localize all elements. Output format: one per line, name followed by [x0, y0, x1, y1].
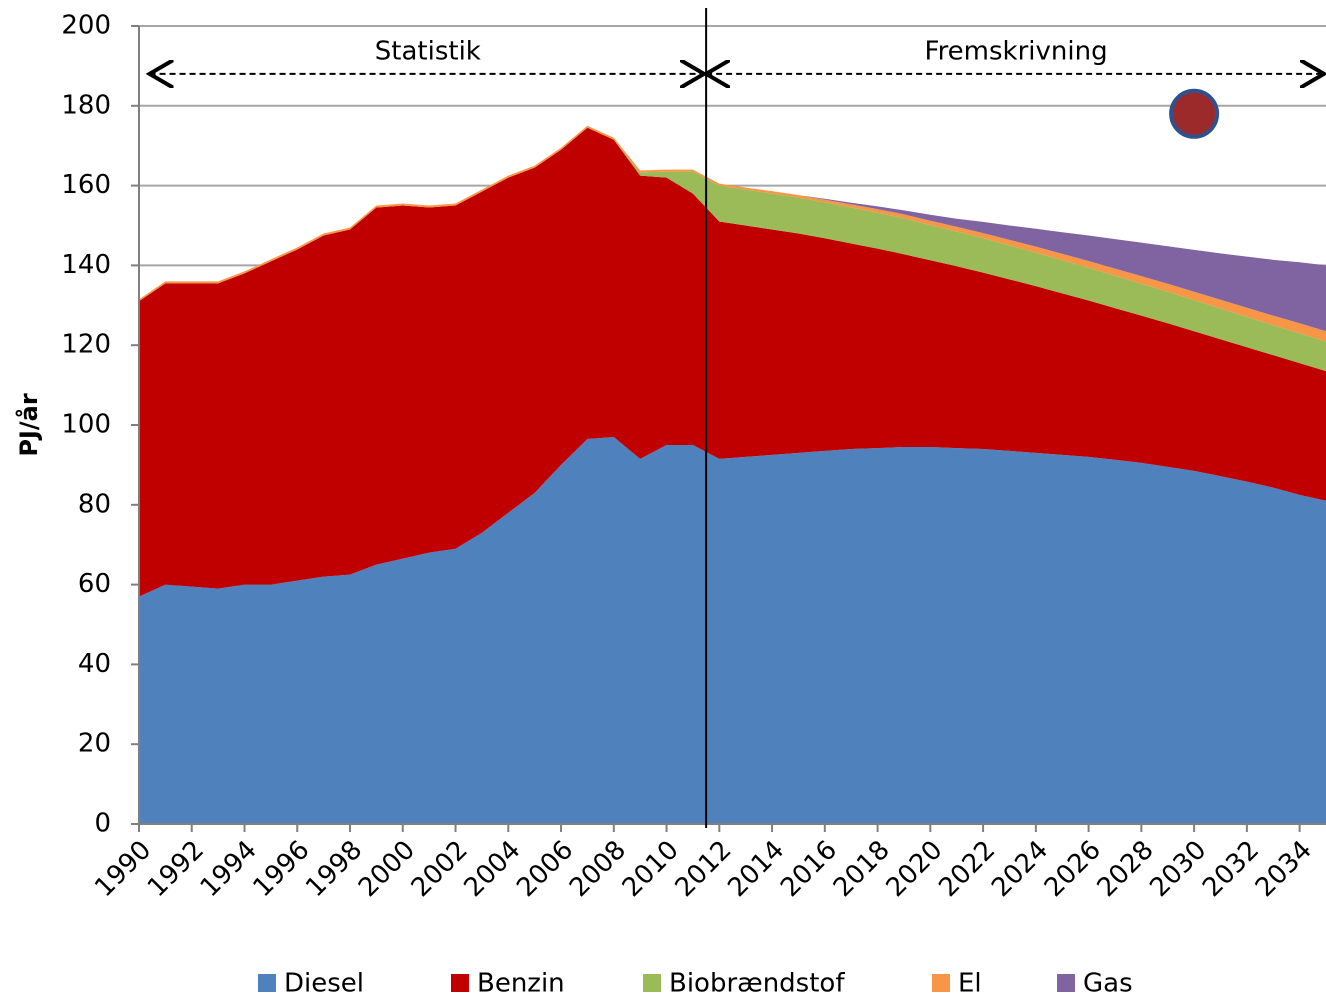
y-tick-label: 20 [78, 729, 111, 759]
y-tick-label: 140 [61, 250, 111, 280]
legend-swatch [451, 974, 469, 992]
legend-swatch [932, 974, 950, 992]
y-tick-label: 160 [61, 170, 111, 200]
x-tick-label: 2034 [1250, 835, 1318, 903]
legend-swatch [258, 974, 276, 992]
x-tick-label: 2022 [933, 835, 1001, 903]
x-tick-label: 1992 [142, 835, 210, 903]
marker [1169, 88, 1220, 139]
legend-label: Gas [1083, 969, 1133, 998]
y-tick-label: 80 [78, 489, 111, 519]
x-tick-label: 2008 [564, 835, 632, 903]
y-tick-label: 120 [61, 330, 111, 360]
x-tick-label: 2012 [670, 835, 738, 903]
legend-label: El [958, 969, 982, 998]
x-tick-label: 2006 [511, 835, 579, 903]
x-tick-label: 2016 [775, 835, 843, 903]
y-tick-label: 200 [61, 11, 111, 41]
legend-label: Biobrændstof [669, 969, 845, 998]
area [139, 436, 1326, 824]
legend-label: Diesel [284, 969, 364, 998]
legend-label: Benzin [477, 969, 565, 998]
x-tick-label: 1990 [89, 835, 157, 903]
y-tick-label: 40 [78, 649, 111, 679]
x-tick-label: 2000 [353, 835, 421, 903]
x-tick-label: 2026 [1039, 835, 1107, 903]
x-tick-label: 2030 [1144, 835, 1212, 903]
y-tick-label: 60 [78, 569, 111, 599]
x-tick-label: 2004 [459, 835, 527, 903]
annotation: Fremskrivning [925, 36, 1108, 66]
x-tick-label: 1996 [248, 835, 316, 903]
x-tick-label: 2018 [828, 835, 896, 903]
legend-swatch [1057, 974, 1075, 992]
x-tick-label: 2002 [406, 835, 474, 903]
annotation: Statistik [375, 36, 481, 66]
y-axis-label: PJ/år [14, 393, 43, 456]
legend-swatch [643, 974, 661, 992]
y-tick-label: 0 [94, 809, 111, 839]
x-tick-label: 1994 [195, 835, 263, 903]
area [139, 127, 1326, 597]
x-tick-label: 2010 [617, 835, 685, 903]
x-tick-label: 2020 [881, 835, 949, 903]
y-tick-label: 100 [61, 410, 111, 440]
x-tick-label: 2014 [722, 835, 790, 903]
x-tick-label: 2028 [1092, 835, 1160, 903]
x-tick-label: 2024 [986, 835, 1054, 903]
y-tick-label: 180 [61, 90, 111, 120]
x-tick-label: 2032 [1197, 835, 1265, 903]
x-tick-label: 1998 [300, 835, 368, 903]
